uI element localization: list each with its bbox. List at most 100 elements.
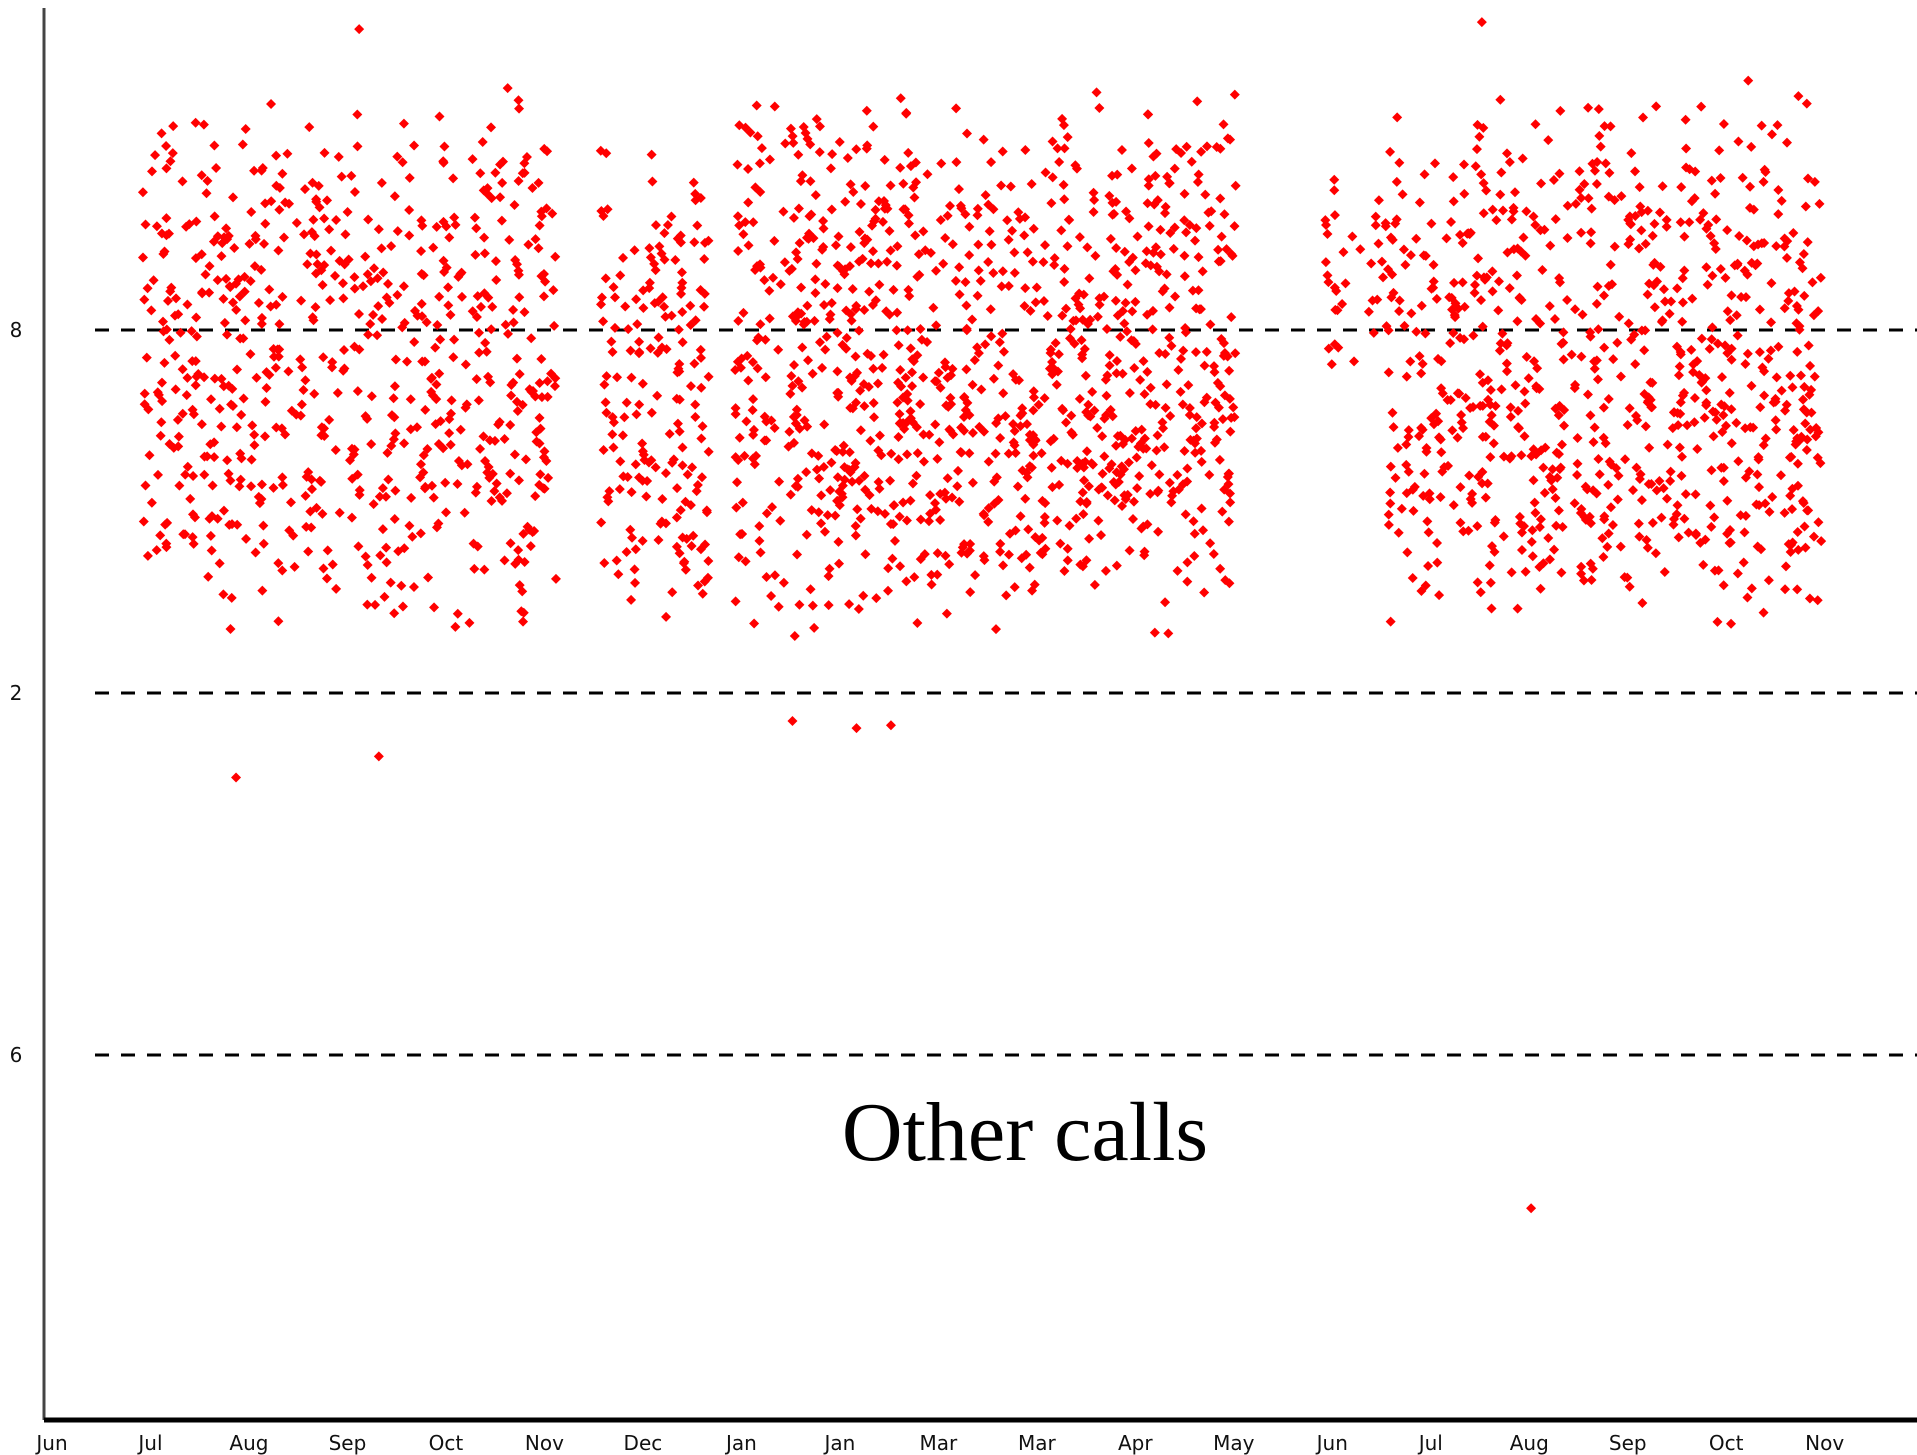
data-point bbox=[736, 353, 747, 364]
data-point bbox=[1485, 452, 1496, 463]
data-point bbox=[847, 476, 858, 487]
data-point bbox=[892, 397, 903, 408]
data-point bbox=[935, 515, 946, 526]
data-point bbox=[354, 309, 365, 320]
data-point bbox=[1759, 366, 1770, 377]
data-point bbox=[188, 471, 199, 482]
data-point bbox=[296, 295, 307, 306]
data-point bbox=[733, 455, 744, 466]
data-point bbox=[926, 579, 937, 590]
data-point bbox=[1737, 172, 1748, 183]
data-point bbox=[1192, 176, 1203, 187]
data-point bbox=[1783, 288, 1794, 299]
data-point bbox=[1485, 577, 1496, 588]
data-point bbox=[1061, 417, 1072, 428]
data-point bbox=[793, 149, 804, 160]
data-point bbox=[1411, 233, 1422, 244]
data-point bbox=[1773, 184, 1784, 195]
data-point bbox=[668, 454, 679, 465]
data-point bbox=[1801, 445, 1812, 456]
data-point bbox=[1766, 317, 1777, 328]
data-point bbox=[754, 521, 765, 532]
data-point bbox=[1429, 158, 1440, 169]
data-point bbox=[961, 300, 972, 311]
data-point bbox=[190, 380, 201, 391]
data-point bbox=[1726, 438, 1737, 449]
data-point bbox=[159, 246, 170, 257]
data-point bbox=[1562, 233, 1573, 244]
data-point bbox=[899, 423, 910, 434]
data-point bbox=[140, 219, 151, 230]
data-point bbox=[1090, 250, 1101, 261]
data-point bbox=[955, 200, 966, 211]
data-point bbox=[369, 263, 380, 274]
data-point bbox=[1203, 207, 1214, 218]
data-point bbox=[865, 435, 876, 446]
data-point bbox=[813, 450, 824, 461]
data-point bbox=[745, 127, 756, 138]
data-point bbox=[550, 573, 561, 584]
data-point bbox=[1725, 537, 1736, 548]
data-point bbox=[1766, 278, 1777, 289]
data-point bbox=[456, 291, 467, 302]
data-point bbox=[404, 520, 415, 531]
data-point bbox=[1119, 318, 1130, 329]
data-point bbox=[311, 249, 322, 260]
data-point bbox=[1112, 310, 1123, 321]
data-point bbox=[1602, 541, 1613, 552]
data-point bbox=[1658, 483, 1669, 494]
data-point bbox=[1781, 252, 1792, 263]
data-point bbox=[1471, 144, 1482, 155]
data-point bbox=[222, 455, 233, 466]
data-point bbox=[1521, 206, 1532, 217]
data-point bbox=[460, 359, 471, 370]
data-point bbox=[1720, 272, 1731, 283]
data-point bbox=[1767, 492, 1778, 503]
data-point bbox=[156, 128, 167, 139]
data-point bbox=[1489, 546, 1500, 557]
x-tick-label: Jan bbox=[822, 1431, 855, 1455]
data-point bbox=[1515, 518, 1526, 529]
data-point bbox=[773, 344, 784, 355]
data-point bbox=[1030, 434, 1041, 445]
data-point bbox=[1059, 276, 1070, 287]
data-point bbox=[1122, 279, 1133, 290]
data-point bbox=[821, 331, 832, 342]
data-point bbox=[1549, 314, 1560, 325]
data-point bbox=[1214, 454, 1225, 465]
data-point bbox=[852, 504, 863, 515]
data-point bbox=[386, 241, 397, 252]
data-point bbox=[1159, 208, 1170, 219]
x-tick-label: Aug bbox=[229, 1431, 268, 1455]
data-point bbox=[1642, 205, 1653, 216]
data-point bbox=[428, 242, 439, 253]
data-point bbox=[1457, 238, 1468, 249]
data-point bbox=[1004, 528, 1015, 539]
data-point bbox=[1705, 500, 1716, 511]
data-point bbox=[1400, 259, 1411, 270]
data-point bbox=[240, 124, 251, 135]
data-point bbox=[983, 516, 994, 527]
data-point bbox=[1558, 337, 1569, 348]
data-point bbox=[1516, 545, 1527, 556]
data-point bbox=[833, 231, 844, 242]
data-point bbox=[747, 405, 758, 416]
data-point bbox=[980, 339, 991, 350]
data-point bbox=[513, 545, 524, 556]
data-point bbox=[496, 215, 507, 226]
data-point bbox=[1009, 440, 1020, 451]
data-point bbox=[986, 157, 997, 168]
data-point bbox=[1496, 384, 1507, 395]
data-point bbox=[822, 510, 833, 521]
data-point bbox=[1586, 203, 1597, 214]
data-point bbox=[945, 425, 956, 436]
data-point bbox=[660, 468, 671, 479]
data-point bbox=[432, 319, 443, 330]
data-point bbox=[1133, 441, 1144, 452]
data-point bbox=[512, 259, 523, 270]
data-point bbox=[925, 508, 936, 519]
data-point bbox=[1607, 279, 1618, 290]
data-point bbox=[1576, 227, 1587, 238]
data-point bbox=[1698, 559, 1709, 570]
data-point bbox=[926, 569, 937, 580]
